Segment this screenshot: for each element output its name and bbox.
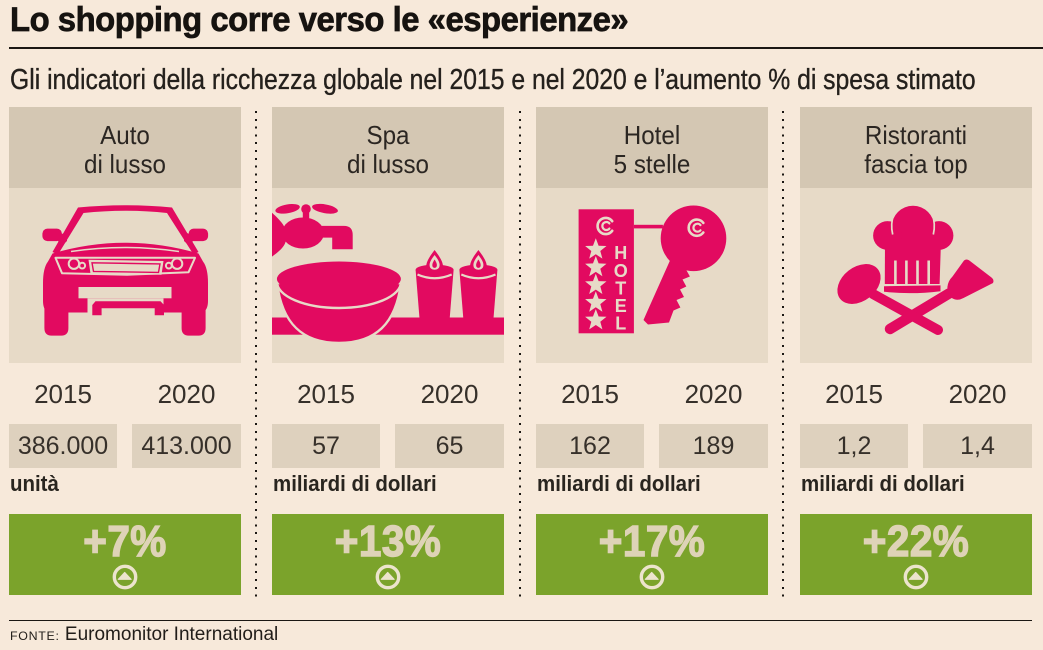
svg-text:O: O bbox=[614, 261, 628, 281]
svg-text:L: L bbox=[615, 314, 626, 334]
svg-text:T: T bbox=[615, 278, 626, 298]
svg-text:H: H bbox=[614, 243, 627, 263]
svg-text:E: E bbox=[615, 296, 627, 316]
